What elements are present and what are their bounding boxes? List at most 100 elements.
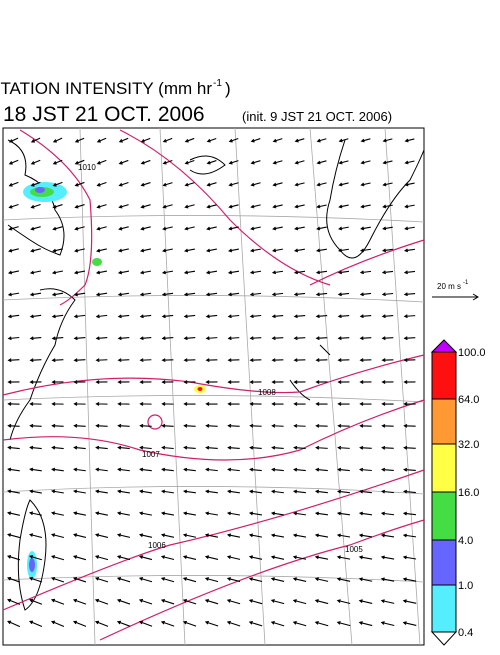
wind-arrow xyxy=(183,445,196,450)
wind-arrow xyxy=(73,380,86,384)
legend-swatch xyxy=(431,539,457,586)
wind-arrow xyxy=(226,577,241,583)
wind-scale-exponent: -1 xyxy=(463,280,469,286)
wind-arrow xyxy=(249,423,262,428)
wind-arrow xyxy=(314,489,328,494)
wind-arrow xyxy=(30,137,41,143)
wind-arrow xyxy=(315,402,328,406)
wind-arrow xyxy=(72,533,87,538)
wind-arrow xyxy=(293,380,306,384)
wind-arrow xyxy=(29,598,43,605)
coastlines xyxy=(7,139,425,611)
wind-arrow xyxy=(358,489,372,494)
wind-arrow xyxy=(184,226,195,231)
wind-arrow xyxy=(161,380,174,384)
wind-arrow xyxy=(73,292,86,297)
wind-arrow xyxy=(139,402,152,406)
wind-arrow xyxy=(95,336,108,341)
wind-arrow xyxy=(50,620,65,627)
wind-arrow xyxy=(227,314,240,319)
isobar-label: 1007 xyxy=(142,450,160,459)
wind-arrow xyxy=(73,270,86,275)
wind-arrow xyxy=(270,555,285,560)
wind-scale-arrow xyxy=(432,293,479,301)
wind-arrow xyxy=(204,555,219,560)
wind-arrow xyxy=(29,314,42,319)
wind-arrow xyxy=(51,358,64,363)
wind-arrow xyxy=(183,467,196,472)
wind-arrow xyxy=(96,137,107,143)
wind-arrow xyxy=(403,270,416,275)
wind-arrow xyxy=(182,577,197,583)
wind-arrow xyxy=(160,577,175,583)
wind-arrow xyxy=(404,138,415,143)
wind-arrow xyxy=(51,270,64,275)
wind-arrow xyxy=(337,314,350,319)
wind-arrow xyxy=(336,489,350,494)
wind-arrow xyxy=(226,511,241,516)
wind-arrow xyxy=(359,423,372,428)
wind-arrow xyxy=(381,402,394,406)
wind-arrow xyxy=(359,467,372,472)
wind-arrow xyxy=(160,555,175,561)
wind-arrow xyxy=(227,292,240,297)
wind-arrow xyxy=(96,248,107,253)
wind-arrow xyxy=(249,380,262,384)
wind-arrow xyxy=(184,248,195,253)
legend-label: 4.0 xyxy=(458,535,473,547)
wind-arrow xyxy=(250,204,261,209)
wind-arrow xyxy=(183,270,196,275)
wind-arrow xyxy=(271,270,284,275)
wind-arrow xyxy=(271,314,284,319)
wind-arrow xyxy=(7,598,21,605)
lat-lon-grid xyxy=(2,127,425,646)
wind-arrow xyxy=(139,489,152,494)
wind-arrow xyxy=(360,204,371,209)
wind-arrow xyxy=(250,160,261,165)
wind-arrow xyxy=(74,204,85,209)
wind-arrow xyxy=(358,555,373,560)
wind-arrow xyxy=(140,248,151,253)
wind-arrow xyxy=(360,226,371,231)
wind-arrow xyxy=(95,445,108,450)
wind-arrow xyxy=(359,314,372,319)
wind-arrow xyxy=(117,336,130,341)
wind-arrow xyxy=(338,138,349,143)
isobar-labels: 1010 1008 1007 1006 1005 xyxy=(78,163,363,554)
wind-scale: 20 m s -1 xyxy=(432,280,479,301)
legend-label: 16.0 xyxy=(458,487,479,499)
wind-arrow xyxy=(139,336,152,341)
wind-arrow xyxy=(249,336,262,341)
wind-arrow xyxy=(249,358,262,363)
wind-arrow xyxy=(360,160,371,165)
wind-arrow xyxy=(95,423,108,428)
wind-arrow xyxy=(95,402,108,406)
wind-arrow xyxy=(139,467,152,472)
wind-arrow xyxy=(227,467,240,472)
wind-arrow xyxy=(337,467,350,472)
wind-arrow xyxy=(73,445,86,450)
wind-arrow xyxy=(250,248,261,253)
wind-arrow xyxy=(162,159,173,165)
wind-arrow xyxy=(139,358,152,363)
wind-arrow xyxy=(206,182,217,187)
wind-arrow xyxy=(138,511,152,516)
wind-arrow xyxy=(50,555,65,561)
wind-arrow xyxy=(7,270,20,275)
wind-arrow xyxy=(359,445,372,450)
legend-bottom-triangle xyxy=(430,631,458,646)
wind-arrow xyxy=(161,336,174,341)
wind-arrow xyxy=(315,248,327,253)
wind-arrow xyxy=(227,402,240,406)
wind-arrow xyxy=(7,336,20,341)
wind-arrow xyxy=(292,511,307,516)
wind-arrow xyxy=(160,533,175,538)
wind-arrow xyxy=(228,226,239,231)
wind-arrow xyxy=(402,599,417,604)
wind-arrow xyxy=(51,402,64,406)
wind-arrow xyxy=(316,160,327,165)
wind-arrow xyxy=(73,358,86,363)
wind-arrow xyxy=(139,380,152,384)
wind-arrow xyxy=(380,555,395,560)
wind-arrow xyxy=(118,137,129,143)
